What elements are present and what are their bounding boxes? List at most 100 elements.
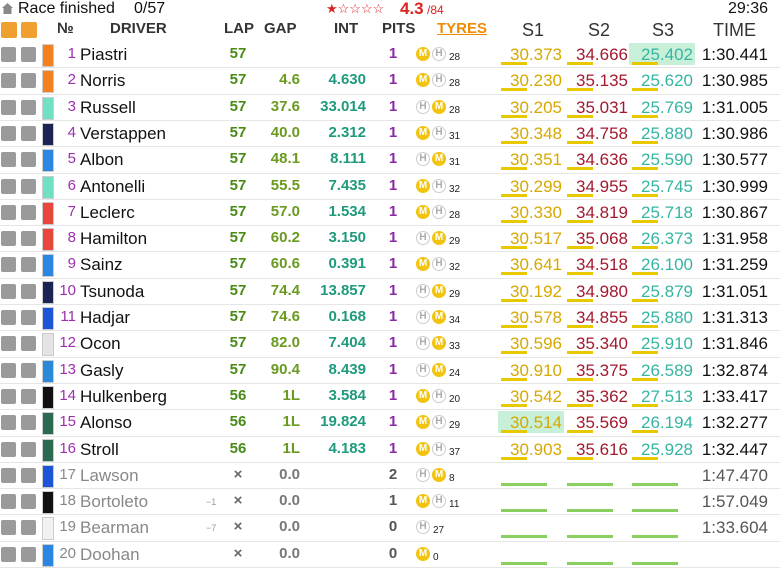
move-button[interactable]	[21, 467, 36, 483]
move-button[interactable]	[21, 494, 36, 510]
move-button[interactable]	[21, 520, 36, 536]
move-button[interactable]	[21, 47, 36, 62]
sector-s2: 34.819	[576, 202, 628, 222]
mini-sectors	[632, 140, 658, 144]
lap-time: 1:47.470	[701, 465, 768, 485]
expand-button[interactable]	[1, 73, 16, 89]
best-sector	[629, 43, 695, 65]
expand-button[interactable]	[1, 467, 16, 483]
tyre: M	[416, 47, 430, 61]
gap: 90.4	[270, 360, 300, 378]
expand-button[interactable]	[1, 520, 16, 536]
pits: 1	[388, 45, 398, 62]
expand-button[interactable]	[1, 204, 16, 220]
driver: Sainz	[80, 255, 123, 275]
expand-button[interactable]	[1, 99, 16, 115]
row-separator	[0, 488, 780, 490]
expand-button[interactable]	[1, 441, 16, 457]
lap: 57	[229, 45, 247, 62]
lap: 57	[229, 308, 247, 325]
move-button[interactable]	[21, 152, 36, 168]
expand-button[interactable]	[1, 257, 16, 273]
tyre: H	[432, 178, 446, 193]
gap: 55.5	[270, 176, 300, 194]
team-color	[42, 280, 54, 304]
move-button[interactable]	[21, 257, 36, 273]
expand-button[interactable]	[1, 231, 16, 247]
position-change: −7	[206, 523, 217, 534]
interval: 7.404	[328, 334, 366, 352]
move-button[interactable]	[21, 231, 36, 247]
mini-sectors	[501, 219, 527, 223]
expand-button[interactable]	[1, 388, 16, 404]
team-color	[42, 149, 54, 173]
lap-time: 1:31.958	[701, 229, 768, 249]
expand-button[interactable]	[1, 310, 16, 325]
move-button[interactable]	[21, 99, 36, 115]
tyre: M	[416, 415, 430, 430]
move-button[interactable]	[21, 73, 36, 89]
move-button[interactable]	[21, 362, 36, 378]
column-header: S2	[588, 20, 611, 40]
expand-button[interactable]	[1, 125, 16, 141]
driver: Antonelli	[80, 176, 146, 196]
tyre: H	[432, 257, 446, 272]
sort-up-button[interactable]	[21, 22, 37, 38]
tyre: H	[432, 47, 446, 61]
row-separator	[0, 461, 780, 463]
expand-button[interactable]	[1, 362, 16, 378]
move-button[interactable]	[21, 204, 36, 220]
mini-sectors	[567, 377, 593, 381]
mini-sectors	[567, 272, 593, 276]
driver: Hulkenberg	[80, 386, 167, 406]
move-button[interactable]	[21, 283, 36, 299]
sector-s1: 30.192	[510, 281, 562, 301]
tyre-age: 29	[449, 288, 461, 300]
row-separator	[0, 277, 780, 279]
position: 13	[59, 360, 76, 378]
column-header[interactable]: TYRES	[437, 20, 488, 37]
position-change: −1	[206, 497, 217, 508]
expand-button[interactable]	[1, 415, 16, 431]
move-button[interactable]	[21, 546, 36, 562]
mini-sectors	[567, 509, 613, 513]
mini-sectors	[501, 377, 527, 381]
mini-sectors	[501, 430, 527, 434]
expand-button[interactable]	[1, 283, 16, 299]
expand-button[interactable]	[1, 178, 16, 194]
lap-time: 1:30.985	[701, 71, 768, 91]
sector-s2: 35.068	[576, 229, 628, 249]
expand-button[interactable]	[1, 152, 16, 168]
row-separator	[0, 304, 780, 305]
team-color	[42, 44, 54, 67]
move-button[interactable]	[21, 336, 36, 352]
tyre-age: 8	[449, 472, 455, 484]
pits: 1	[388, 255, 398, 273]
move-button[interactable]	[21, 441, 36, 457]
rating-stars[interactable]: ★☆☆☆☆	[326, 1, 385, 16]
lap: 57	[229, 202, 247, 220]
expand-button[interactable]	[1, 47, 16, 62]
move-button[interactable]	[21, 178, 36, 194]
sector-s3: 25.620	[641, 71, 693, 91]
mini-sectors	[567, 298, 593, 302]
tyre-age: 32	[449, 262, 461, 274]
expand-button[interactable]	[1, 546, 16, 562]
mini-sectors	[632, 62, 658, 65]
gap: 1L	[282, 413, 300, 431]
interval: 4.630	[328, 71, 366, 89]
tyre-age: 28	[449, 209, 461, 221]
move-button[interactable]	[21, 310, 36, 325]
lap-time: 1:57.049	[701, 492, 768, 512]
sort-down-button[interactable]	[1, 22, 17, 38]
expand-button[interactable]	[1, 336, 16, 352]
column-header: DRIVER	[110, 20, 167, 37]
move-button[interactable]	[21, 415, 36, 431]
position: 3	[67, 97, 76, 115]
expand-button[interactable]	[1, 494, 16, 510]
move-button[interactable]	[21, 125, 36, 141]
home-icon[interactable]	[1, 2, 14, 15]
position: 7	[67, 202, 76, 220]
move-button[interactable]	[21, 388, 36, 404]
mini-sectors	[632, 167, 658, 171]
